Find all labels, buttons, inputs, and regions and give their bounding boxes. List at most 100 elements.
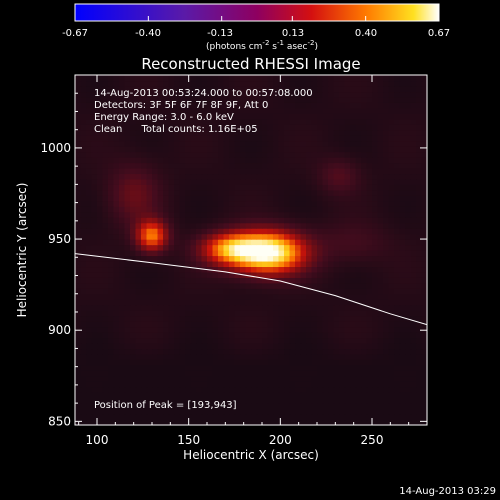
heatmap-cell xyxy=(196,315,203,322)
heatmap-cell xyxy=(196,342,203,350)
heatmap-cell xyxy=(80,113,87,120)
heatmap-cell xyxy=(119,124,126,131)
heatmap-cell xyxy=(278,353,285,360)
heatmap-cell xyxy=(328,397,335,404)
heatmap-cell xyxy=(130,184,137,191)
heatmap-cell xyxy=(300,414,307,421)
heatmap-cell xyxy=(410,96,417,103)
heatmap-cell xyxy=(344,342,351,350)
heatmap-cell xyxy=(366,364,373,371)
heatmap-cell xyxy=(300,178,307,185)
heatmap-cell xyxy=(141,386,148,393)
heatmap-cell xyxy=(399,75,406,82)
heatmap-cell xyxy=(113,299,120,306)
heatmap-cell xyxy=(383,96,390,103)
heatmap-cell xyxy=(124,250,131,257)
heatmap-cell xyxy=(383,151,390,158)
heatmap-cell xyxy=(410,348,417,355)
heatmap-cell xyxy=(350,359,357,366)
heatmap-cell xyxy=(333,375,340,382)
heatmap-cell xyxy=(267,255,274,262)
heatmap-cell xyxy=(311,403,318,410)
heatmap-cell xyxy=(350,293,357,300)
heatmap-cell xyxy=(113,200,120,207)
heatmap-cell xyxy=(339,386,346,393)
heatmap-cell xyxy=(179,239,186,246)
heatmap-cell xyxy=(339,151,346,158)
heatmap-cell xyxy=(86,200,93,207)
heatmap-cell xyxy=(339,321,346,328)
heatmap-cell xyxy=(311,124,318,131)
heatmap-cell xyxy=(405,167,412,175)
heatmap-cell xyxy=(157,250,164,257)
heatmap-cell xyxy=(240,129,247,136)
heatmap-cell xyxy=(355,266,362,273)
heatmap-cell xyxy=(196,184,203,191)
heatmap-cell xyxy=(218,173,225,180)
heatmap-cell xyxy=(245,124,252,131)
heatmap-cell xyxy=(102,293,109,300)
heatmap-cell xyxy=(223,206,230,213)
heatmap-cell xyxy=(284,310,291,317)
heatmap-cell xyxy=(322,157,329,164)
heatmap-cell xyxy=(306,332,313,339)
heatmap-cell xyxy=(289,255,296,262)
heatmap-cell xyxy=(113,370,120,377)
heatmap-cell xyxy=(372,315,379,322)
heatmap-cell xyxy=(278,162,285,169)
heatmap-cell xyxy=(273,282,280,289)
heatmap-cell xyxy=(322,304,329,311)
heatmap-cell xyxy=(256,211,263,218)
heatmap-cell xyxy=(251,288,258,295)
heatmap-cell xyxy=(372,414,379,421)
heatmap-cell xyxy=(267,118,274,125)
heatmap-cell xyxy=(218,80,225,87)
heatmap-cell xyxy=(267,206,274,213)
heatmap-cell xyxy=(141,293,148,300)
heatmap-cell xyxy=(267,337,274,344)
heatmap-cell xyxy=(163,260,170,268)
heatmap-cell xyxy=(421,397,427,404)
heatmap-cell xyxy=(273,326,280,333)
heatmap-cell xyxy=(141,310,148,317)
heatmap-cell xyxy=(377,381,384,388)
heatmap-cell xyxy=(344,228,351,235)
heatmap-cell xyxy=(295,173,302,180)
heatmap-cell xyxy=(152,140,159,147)
heatmap-cell xyxy=(201,184,208,191)
heatmap-cell xyxy=(262,113,269,120)
heatmap-cell xyxy=(256,321,263,328)
heatmap-cell xyxy=(97,310,104,317)
heatmap-cell xyxy=(157,113,164,120)
heatmap-cell xyxy=(223,392,230,399)
heatmap-cell xyxy=(207,408,214,415)
heatmap-cell xyxy=(185,282,192,289)
heatmap-cell xyxy=(256,146,263,153)
heatmap-cell xyxy=(229,414,236,421)
heatmap-cell xyxy=(179,414,186,421)
heatmap-cell xyxy=(405,299,412,306)
heatmap-cell xyxy=(229,244,236,251)
heatmap-cell xyxy=(234,348,241,355)
heatmap-cell xyxy=(91,162,98,169)
heatmap-cell xyxy=(278,332,285,339)
heatmap-cell xyxy=(405,348,412,355)
heatmap-cell xyxy=(108,408,115,415)
heatmap-cell xyxy=(306,337,313,344)
heatmap-cell xyxy=(223,91,230,98)
heatmap-cell xyxy=(295,206,302,213)
heatmap-cell xyxy=(185,255,192,262)
heatmap-cell xyxy=(267,304,274,311)
heatmap-cell xyxy=(75,310,82,317)
heatmap-cell xyxy=(410,222,417,229)
heatmap-cell xyxy=(273,222,280,229)
heatmap-cell xyxy=(300,167,307,175)
heatmap-cell xyxy=(295,342,302,350)
heatmap-cell xyxy=(108,266,115,273)
heatmap-cell xyxy=(212,157,219,164)
heatmap-cell xyxy=(119,75,126,82)
heatmap-cell xyxy=(163,91,170,98)
heatmap-cell xyxy=(113,222,120,229)
heatmap-cell xyxy=(350,277,357,284)
heatmap-cell xyxy=(86,140,93,147)
